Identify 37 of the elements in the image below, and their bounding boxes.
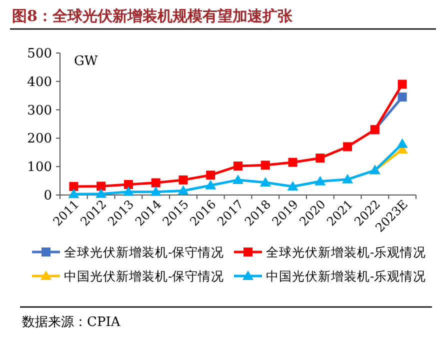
legend-label: 全球光伏新增装机-保守情况 (64, 244, 224, 260)
point (398, 80, 407, 89)
point (68, 188, 80, 198)
y-axis-title: GW (74, 54, 98, 69)
point (260, 177, 271, 187)
y-tick-label: 100 (27, 160, 52, 176)
point (69, 182, 78, 191)
point (151, 178, 160, 188)
point (96, 182, 106, 191)
point (232, 174, 244, 184)
point (287, 180, 298, 190)
point (342, 174, 354, 184)
point (343, 142, 352, 152)
y-tick-label: 0 (44, 188, 52, 204)
point (205, 180, 216, 190)
chart-title: 图8：全球光伏新增装机规模有望加速扩张 (12, 7, 294, 25)
point (288, 158, 298, 167)
point (96, 188, 107, 198)
y-tick-label: 500 (27, 46, 52, 62)
point (234, 162, 242, 171)
point (260, 160, 270, 170)
point (150, 186, 162, 196)
point (314, 176, 326, 186)
legend-label: 全球光伏新增装机-乐观情况 (266, 244, 426, 260)
y-tick-label: 300 (27, 103, 52, 118)
point (206, 170, 216, 180)
point (122, 186, 134, 196)
source-note: 数据来源：CPIA (22, 315, 121, 330)
point (316, 154, 325, 163)
point (178, 185, 189, 195)
point (178, 175, 188, 184)
legend-label: 中国光伏新增装机-乐观情况 (266, 268, 426, 284)
point (398, 92, 407, 102)
y-tick-label: 400 (27, 74, 52, 90)
y-tick-label: 200 (27, 132, 52, 147)
legend-label: 中国光伏新增装机-保守情况 (64, 268, 224, 284)
point (124, 180, 133, 189)
